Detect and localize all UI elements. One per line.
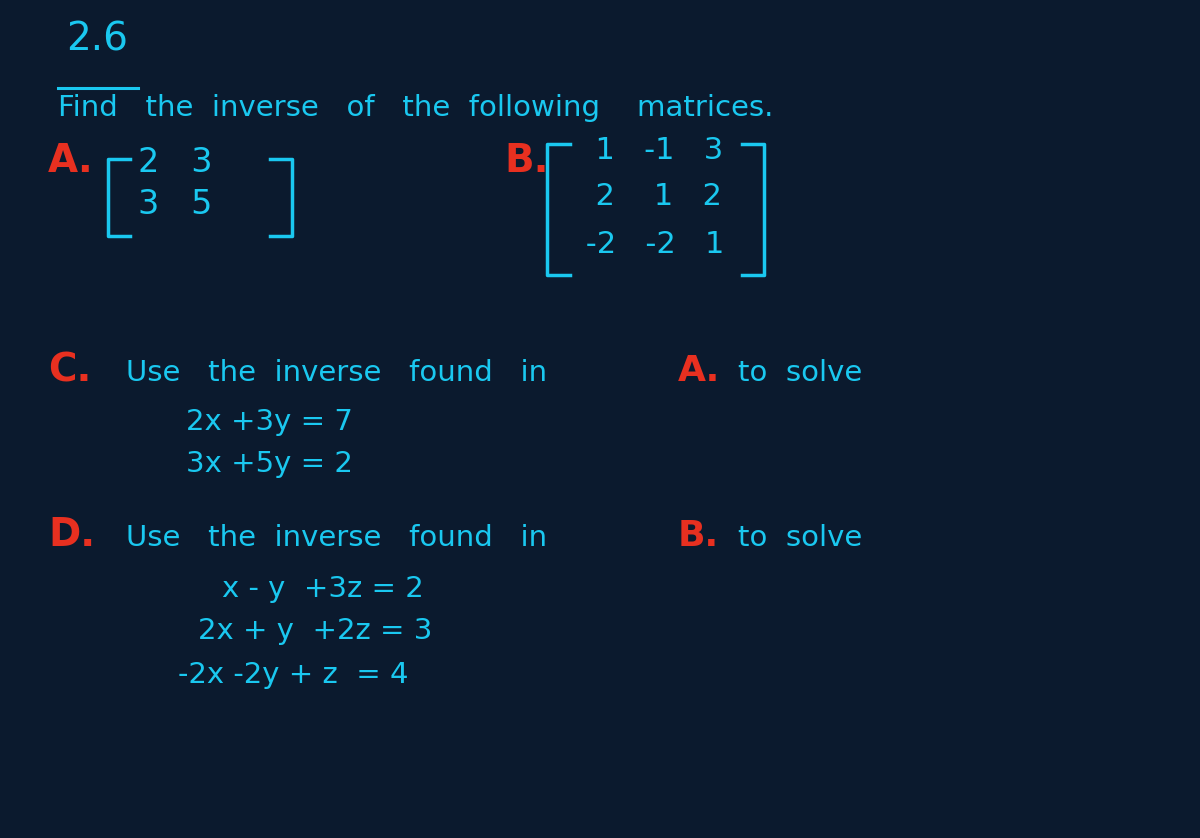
Text: Use   the  inverse   found   in: Use the inverse found in (126, 525, 547, 552)
Text: 2    1   2: 2 1 2 (576, 183, 722, 211)
Text: to  solve: to solve (738, 525, 863, 552)
Text: A.: A. (678, 354, 720, 388)
Text: D.: D. (48, 516, 95, 555)
Text: -2x -2y + z  = 4: -2x -2y + z = 4 (178, 661, 408, 689)
Text: x - y  +3z = 2: x - y +3z = 2 (222, 576, 424, 603)
Text: Find   the  inverse   of   the  following    matrices.: Find the inverse of the following matric… (58, 94, 773, 122)
Text: 1   -1   3: 1 -1 3 (576, 137, 724, 165)
Text: A.: A. (48, 142, 94, 180)
Text: 2x +3y = 7: 2x +3y = 7 (186, 408, 353, 436)
Text: 2   3: 2 3 (138, 146, 212, 178)
Text: 3   5: 3 5 (138, 188, 212, 220)
Text: 3x +5y = 2: 3x +5y = 2 (186, 450, 353, 478)
Text: -2   -2   1: -2 -2 1 (576, 230, 725, 259)
Text: C.: C. (48, 351, 91, 390)
Text: B.: B. (678, 520, 719, 553)
Text: Use   the  inverse   found   in: Use the inverse found in (126, 360, 547, 387)
Text: 2.6: 2.6 (66, 20, 128, 59)
Text: to  solve: to solve (738, 360, 863, 387)
Text: B.: B. (504, 142, 548, 180)
Text: 2x + y  +2z = 3: 2x + y +2z = 3 (198, 618, 432, 645)
